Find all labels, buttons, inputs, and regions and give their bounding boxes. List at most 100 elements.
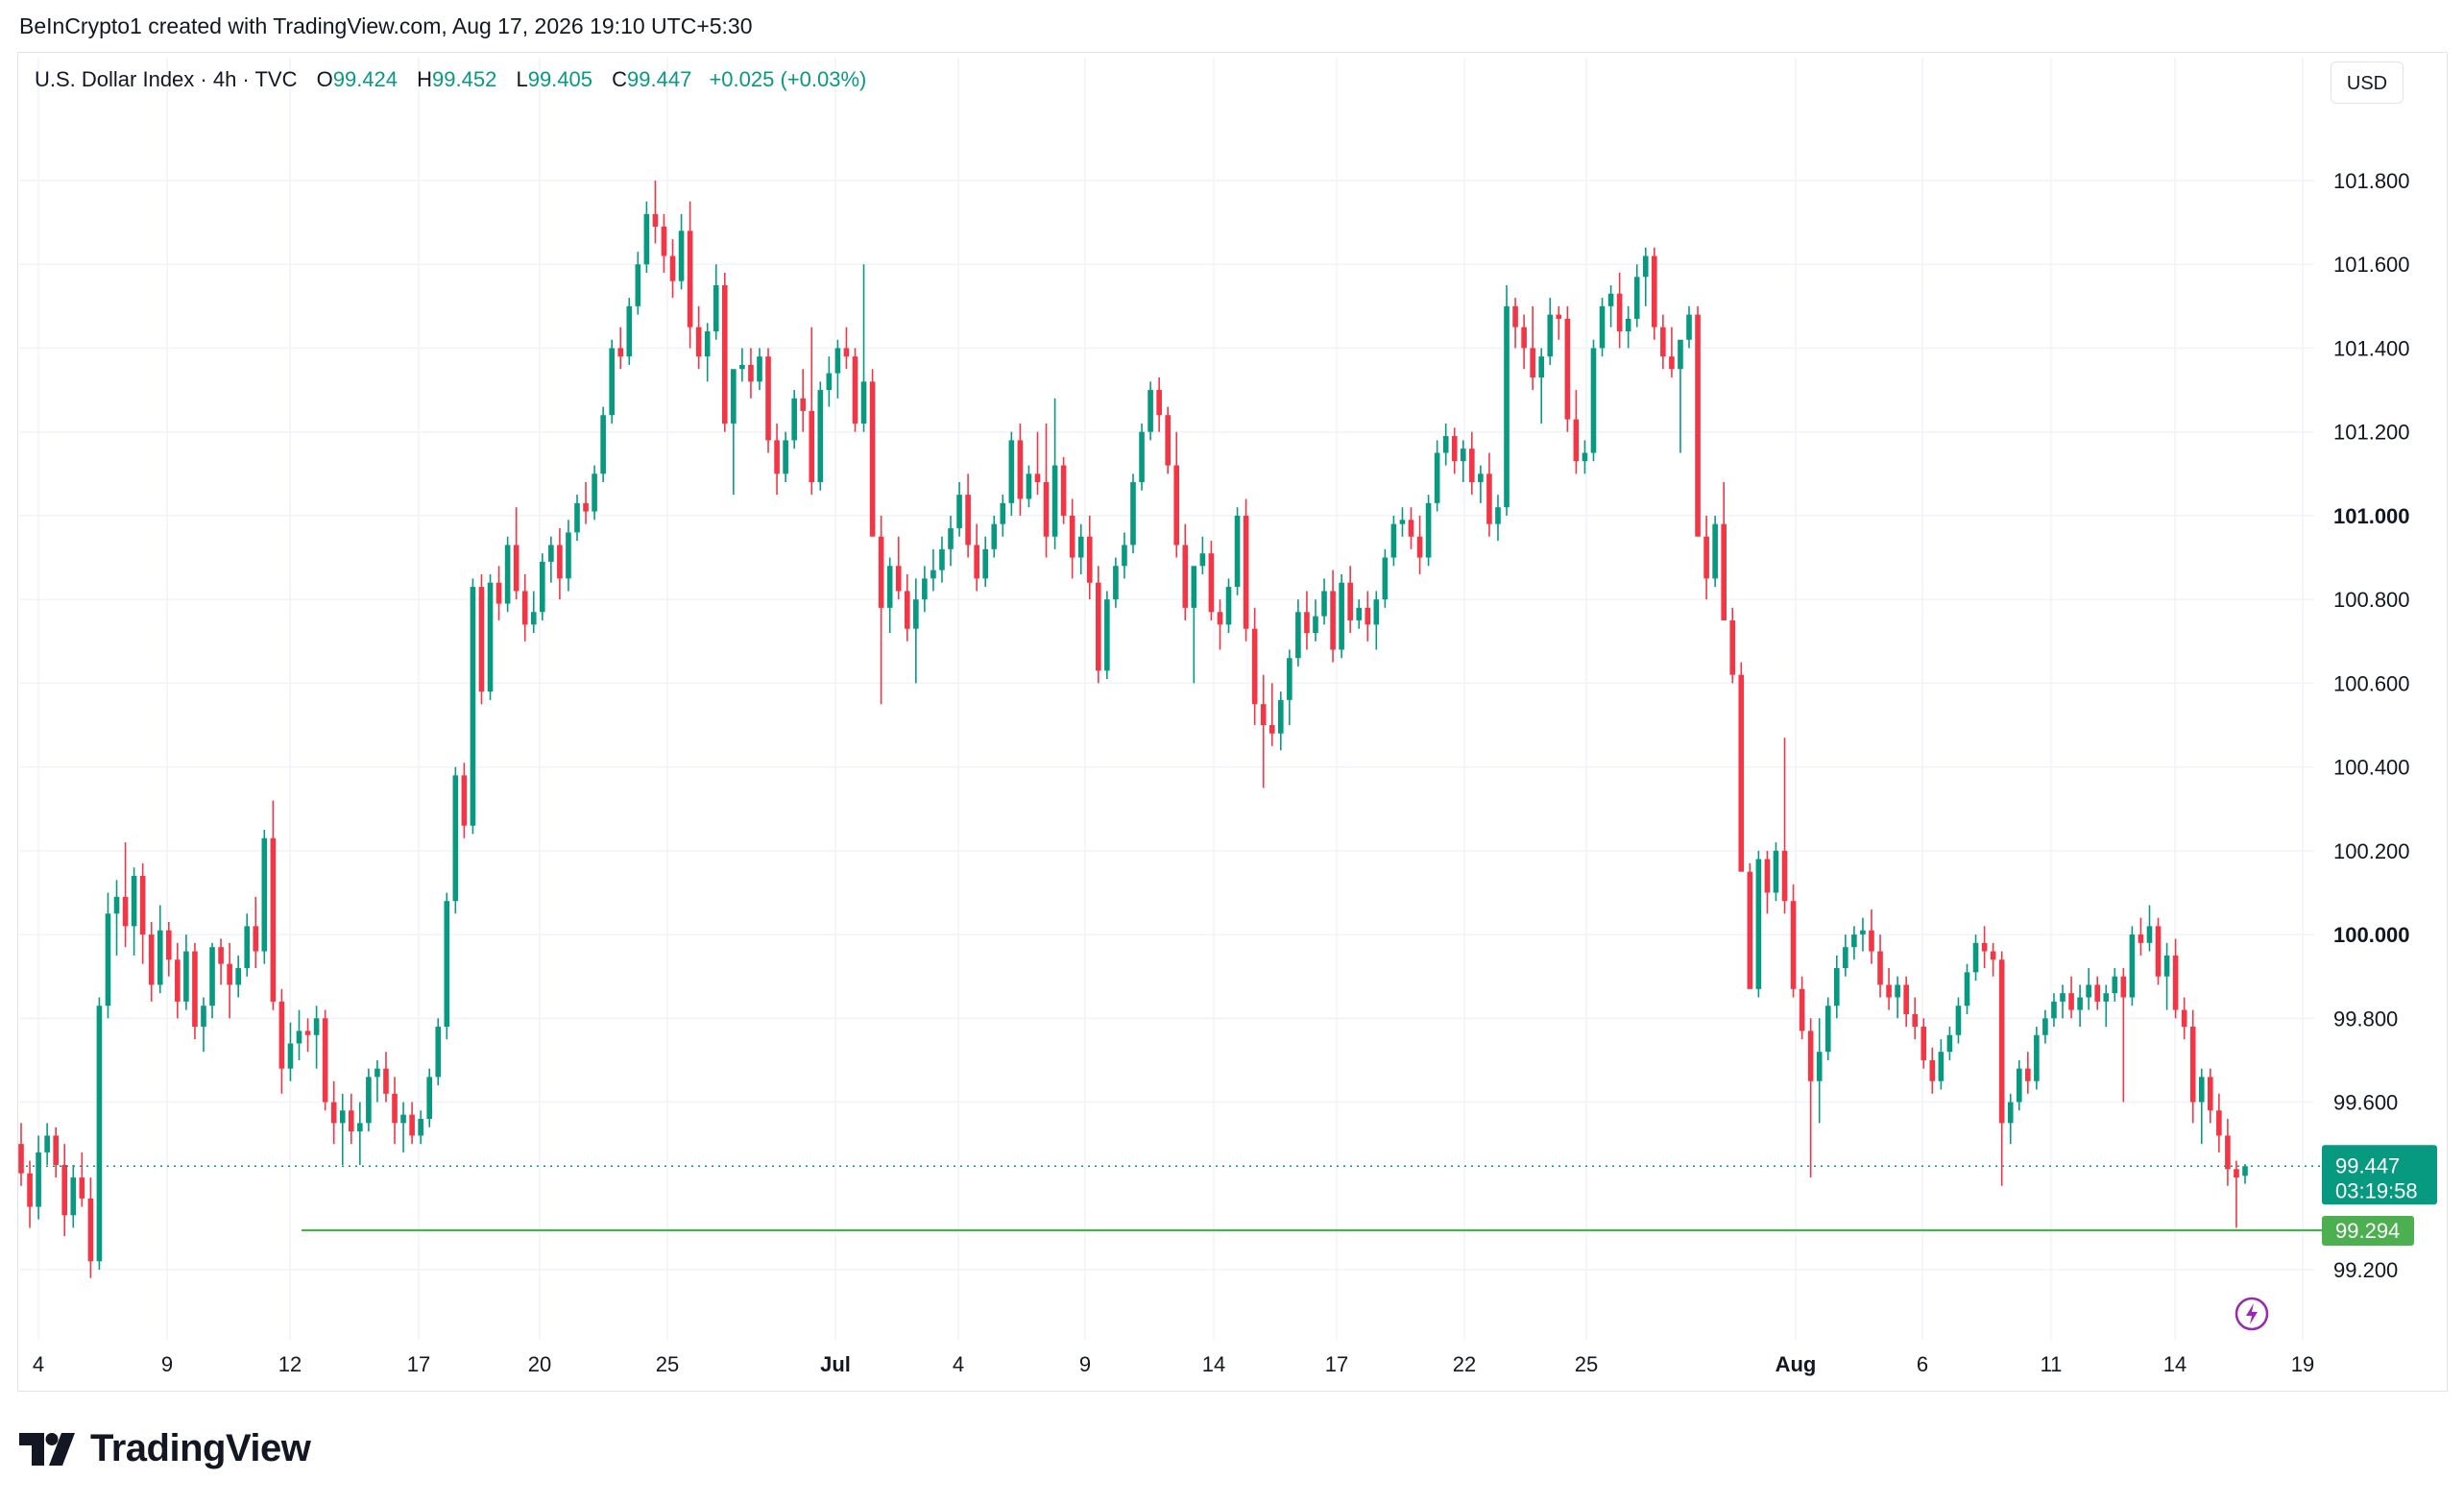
candle-body xyxy=(965,495,971,546)
candle-body xyxy=(1356,607,1363,620)
candle-body xyxy=(895,566,902,592)
candle-body xyxy=(113,896,120,914)
candle-body xyxy=(1139,431,1145,483)
tradingview-logo[interactable]: TradingView xyxy=(19,1427,311,1470)
candle-body xyxy=(583,502,589,512)
candle-body xyxy=(1113,566,1119,600)
candle-body xyxy=(2234,1169,2239,1178)
legend-change-value: +0.025 (+0.03%) xyxy=(709,67,867,91)
candle-body xyxy=(904,591,910,629)
candle-body xyxy=(366,1077,372,1124)
candle-body xyxy=(1972,942,1979,973)
candle-body xyxy=(1633,277,1640,319)
candle-body xyxy=(36,1152,41,1207)
candle-body xyxy=(165,930,172,960)
candle-body xyxy=(1156,390,1162,416)
candle-body xyxy=(1695,314,1701,537)
candle-body xyxy=(800,398,807,411)
y-axis-tick-label: 99.600 xyxy=(2333,1091,2398,1115)
x-axis-tick-label: 14 xyxy=(2163,1352,2186,1376)
candle-body xyxy=(218,947,224,964)
candle-body xyxy=(739,364,745,370)
candle-body xyxy=(1547,314,1554,357)
grid-layer xyxy=(19,58,2314,1340)
candle-body xyxy=(383,1068,389,1094)
candle-body xyxy=(948,528,954,549)
lightning-bolt-icon[interactable] xyxy=(2234,1296,2270,1332)
candle-body xyxy=(834,348,841,374)
candle-body xyxy=(2242,1166,2248,1177)
candle-body xyxy=(557,545,563,579)
tradingview-logo-icon xyxy=(19,1432,75,1466)
candle-body xyxy=(148,934,155,985)
candle-body xyxy=(574,502,580,533)
candle-body xyxy=(183,951,189,1002)
candle-body xyxy=(809,410,815,483)
y-axis-tick-label: 101.800 xyxy=(2333,169,2410,193)
candle-body xyxy=(1399,520,1406,524)
legend-high-label: H xyxy=(417,67,433,91)
y-axis-tick-label: 101.200 xyxy=(2333,421,2410,445)
y-axis-tick-label: 101.600 xyxy=(2333,253,2410,277)
candle-body xyxy=(1799,988,1805,1031)
candle-body xyxy=(1843,947,1848,968)
legend-close-label: C xyxy=(612,67,628,91)
candle-body xyxy=(635,264,641,306)
candle-body xyxy=(1738,674,1745,872)
candle-body xyxy=(2007,1102,2014,1124)
currency-button[interactable]: USD xyxy=(2331,61,2404,104)
candle-body xyxy=(1669,356,1675,370)
legend-symbol[interactable]: U.S. Dollar Index · 4h · TVC xyxy=(35,67,298,91)
candle-body xyxy=(1165,415,1171,466)
candle-body xyxy=(1599,305,1606,349)
candle-body xyxy=(1686,314,1692,340)
candle-body xyxy=(626,305,633,357)
candle-body xyxy=(704,331,711,357)
x-axis-tick-label: 17 xyxy=(1325,1352,1348,1376)
candle-body xyxy=(175,959,181,1002)
candle-body xyxy=(783,440,788,474)
candle-body xyxy=(1530,348,1535,377)
candle-body xyxy=(2181,1009,2187,1028)
candle-body xyxy=(2077,997,2083,1010)
candle-body xyxy=(2034,1034,2040,1081)
candle-body xyxy=(1816,1052,1823,1081)
candle-body xyxy=(44,1135,50,1152)
candle-body xyxy=(2208,1077,2213,1111)
candle-body xyxy=(2112,976,2118,994)
candle-body xyxy=(592,473,597,512)
candle-body xyxy=(1824,1006,1831,1053)
candle-body xyxy=(774,440,780,474)
candle-body xyxy=(287,1043,294,1069)
candle-body xyxy=(757,356,762,382)
candle-body xyxy=(1938,1052,1945,1081)
candle-body xyxy=(70,1177,77,1216)
candle-body xyxy=(1008,440,1015,503)
candle-body xyxy=(1051,465,1058,537)
candle-body xyxy=(878,536,884,608)
candle-body xyxy=(1026,473,1032,499)
candle-body xyxy=(444,901,450,1028)
x-axis-tick-label: 19 xyxy=(2291,1352,2314,1376)
y-axis-tick-label: 99.200 xyxy=(2333,1258,2398,1282)
candle-body xyxy=(487,582,494,692)
candle-body xyxy=(886,566,893,608)
candle-body xyxy=(1408,520,1414,537)
candle-body xyxy=(2060,993,2065,1002)
candle-body xyxy=(1173,465,1180,546)
candle-body xyxy=(974,545,979,579)
candle-body xyxy=(253,926,259,952)
candle-body xyxy=(1251,628,1258,705)
candle-body xyxy=(1564,318,1571,420)
candle-body xyxy=(1538,356,1545,377)
candle-body xyxy=(1773,850,1779,893)
x-axis-tick-label: 12 xyxy=(278,1352,302,1376)
chart-frame[interactable] xyxy=(17,52,2448,1392)
candle-body xyxy=(1469,449,1475,483)
candle-body xyxy=(2225,1135,2231,1170)
candle-body xyxy=(2155,926,2162,977)
candle-body xyxy=(1964,972,1970,1007)
candle-body xyxy=(1764,859,1771,893)
x-axis-tick-label: 6 xyxy=(1917,1352,1928,1376)
